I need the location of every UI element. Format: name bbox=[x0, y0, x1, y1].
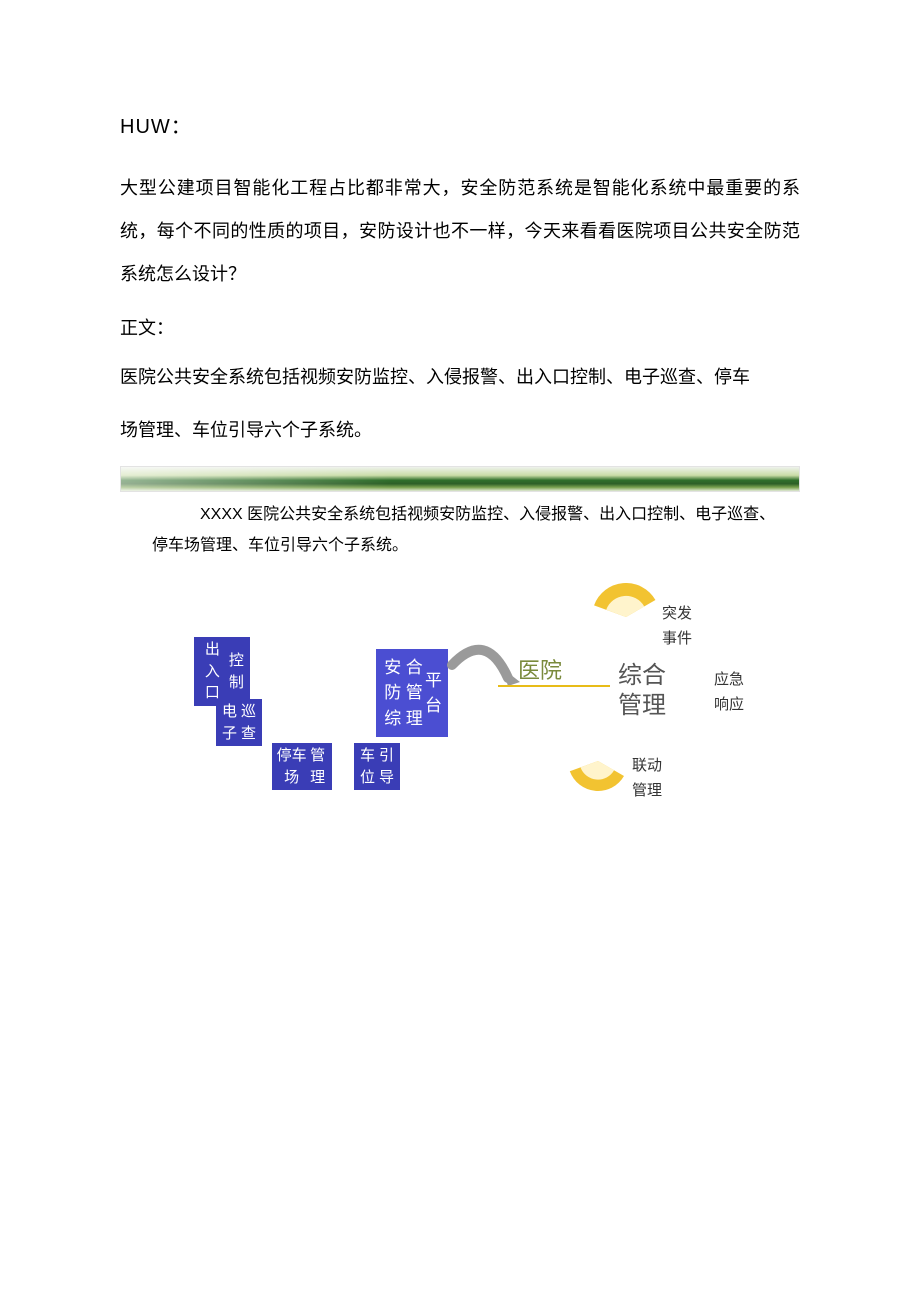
diagram-label-linkage: 联动管理 bbox=[632, 753, 662, 804]
figure-caption-wrap: XXXX 医院公共安全系统包括视频安防监控、入侵报警、出入口控制、电子巡查、停车… bbox=[120, 492, 800, 561]
intro-paragraph: 大型公建项目智能化工程占比都非常大，安全防范系统是智能化系统中最重要的系统，每个… bbox=[120, 167, 800, 297]
diagram-arrow bbox=[120, 567, 800, 887]
diagram-underline bbox=[498, 685, 610, 687]
diagram-hospital-label: 医院 bbox=[518, 653, 562, 685]
section-heading: 正文： bbox=[120, 307, 800, 350]
body-paragraph-2: 场管理、车位引导六个子系统。 bbox=[120, 409, 800, 452]
figure-caption: XXXX 医院公共安全系统包括视频安防监控、入侵报警、出入口控制、电子巡查、停车… bbox=[152, 506, 775, 553]
diagram-management-label: 综合管理 bbox=[618, 661, 666, 721]
diagram-label-response: 应急响应 bbox=[714, 667, 744, 718]
huw-heading: HUW： bbox=[120, 110, 800, 139]
diagram-wedge-top bbox=[592, 583, 666, 657]
decorative-banner bbox=[120, 466, 800, 492]
system-diagram: 出入口控制电子巡查停车场管理车位引导安防综合管理平台医院综合管理突发事件应急响应… bbox=[120, 567, 800, 887]
diagram-label-emergency: 突发事件 bbox=[662, 601, 692, 652]
body-paragraph-1: 医院公共安全系统包括视频安防监控、入侵报警、出入口控制、电子巡查、停车 bbox=[120, 356, 800, 399]
diagram-wedge-bottom bbox=[568, 731, 634, 797]
